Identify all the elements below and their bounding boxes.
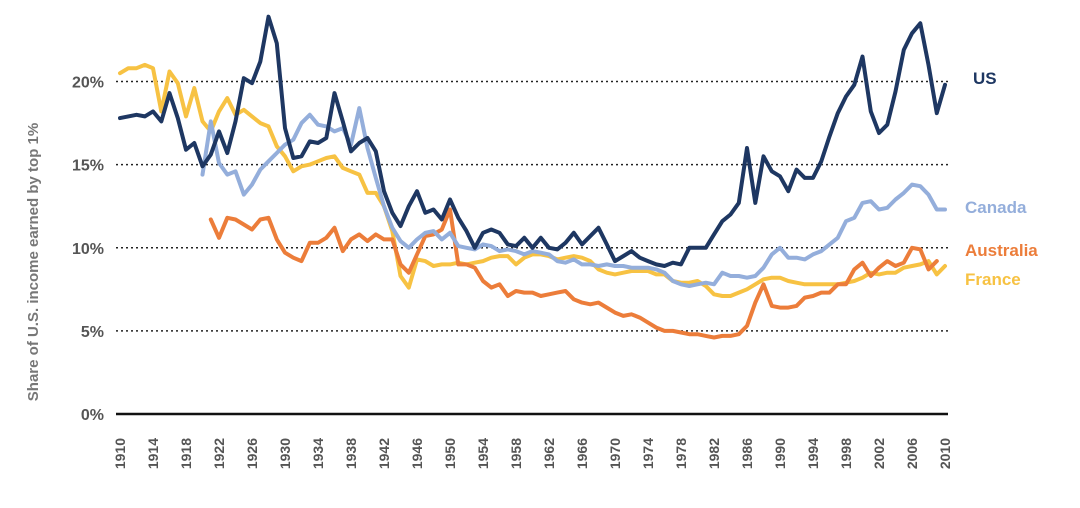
x-tick-label: 1966 bbox=[574, 438, 590, 469]
x-tick-label: 2002 bbox=[871, 438, 887, 469]
x-tick-label: 1958 bbox=[508, 438, 524, 469]
x-tick-label: 1938 bbox=[343, 438, 359, 469]
x-tick-label: 2006 bbox=[904, 438, 920, 469]
y-axis-tick-labels: 0% 5% 10% 15% 20% bbox=[72, 75, 104, 425]
y-tick-label: 0% bbox=[81, 407, 104, 424]
x-tick-label: 1922 bbox=[211, 438, 227, 469]
x-tick-label: 1910 bbox=[112, 438, 128, 469]
x-tick-label: 1934 bbox=[310, 438, 326, 469]
x-tick-label: 1990 bbox=[772, 438, 788, 469]
x-tick-label: 1982 bbox=[706, 438, 722, 469]
x-tick-label: 1918 bbox=[178, 438, 194, 469]
series-line-australia bbox=[208, 207, 939, 340]
y-tick-label: 10% bbox=[72, 241, 104, 258]
x-tick-label: 1998 bbox=[838, 438, 854, 469]
series-lines bbox=[118, 14, 947, 340]
x-tick-label: 1978 bbox=[673, 438, 689, 469]
series-line-france bbox=[118, 62, 947, 298]
y-tick-label: 20% bbox=[72, 75, 104, 92]
x-tick-label: 1930 bbox=[277, 438, 293, 469]
x-tick-label: 1962 bbox=[541, 438, 557, 469]
x-tick-label: 1946 bbox=[409, 438, 425, 469]
x-tick-label: 1942 bbox=[376, 438, 392, 469]
x-tick-label: 1950 bbox=[442, 438, 458, 469]
series-label-france: France bbox=[965, 270, 1021, 289]
series-line-canada bbox=[200, 106, 947, 288]
series-labels: France Australia Canada US bbox=[965, 69, 1038, 289]
series-label-canada: Canada bbox=[965, 198, 1027, 217]
x-tick-label: 1926 bbox=[244, 438, 260, 469]
y-tick-label: 15% bbox=[72, 158, 104, 175]
x-tick-label: 2010 bbox=[937, 438, 953, 469]
x-tick-label: 1914 bbox=[145, 438, 161, 469]
x-tick-label: 1974 bbox=[640, 438, 656, 469]
x-tick-label: 1994 bbox=[805, 438, 821, 469]
x-tick-label: 1954 bbox=[475, 438, 491, 469]
x-tick-label: 1986 bbox=[739, 438, 755, 469]
x-axis-tick-labels: 1910 1914 1918 1922 1926 1930 1934 1938 1942 1946… bbox=[112, 438, 953, 469]
y-axis-label: Share of U.S. income earned by top 1% bbox=[25, 123, 42, 401]
y-tick-label: 5% bbox=[81, 324, 104, 341]
series-label-australia: Australia bbox=[965, 241, 1038, 260]
x-tick-label: 1970 bbox=[607, 438, 623, 469]
series-line-us bbox=[118, 14, 947, 268]
series-label-us: US bbox=[973, 69, 997, 88]
